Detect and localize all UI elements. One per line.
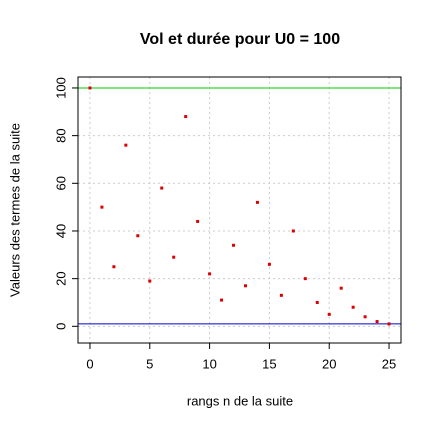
point (267, 262, 271, 266)
point (88, 86, 92, 90)
x-tick-label: 15 (262, 356, 276, 371)
point (243, 284, 247, 288)
chart-title: Vol et durée pour U0 = 100 (140, 31, 340, 48)
y-tick-label: 0 (53, 323, 68, 330)
point (303, 277, 307, 281)
y-axis-label: Valeurs des termes de la suite (7, 123, 22, 297)
point (160, 186, 164, 190)
y-tick-label: 60 (53, 176, 68, 190)
point (291, 229, 295, 233)
point (315, 300, 319, 304)
x-tick-label: 5 (146, 356, 153, 371)
point (100, 205, 104, 209)
point (351, 305, 355, 309)
point (387, 322, 391, 326)
point (255, 200, 259, 204)
y-tick-label: 100 (53, 77, 68, 99)
plot-frame (77, 76, 402, 344)
x-tick-label: 0 (86, 356, 93, 371)
point (208, 272, 212, 276)
y-tick-label: 20 (53, 271, 68, 285)
point (172, 255, 176, 259)
x-tick-label: 25 (382, 356, 396, 371)
x-axis-label: rangs n de la suite (187, 393, 293, 408)
point (279, 293, 283, 297)
x-tick-label: 20 (322, 356, 336, 371)
y-tick-label: 80 (53, 128, 68, 142)
point (124, 143, 128, 147)
point (327, 312, 331, 316)
point (339, 286, 343, 290)
point (136, 234, 140, 238)
point (196, 219, 200, 223)
x-tick-label: 10 (202, 356, 216, 371)
point (112, 265, 116, 269)
y-tick-label: 40 (53, 224, 68, 238)
point (363, 315, 367, 319)
point (375, 320, 379, 324)
point (148, 279, 152, 283)
point (220, 298, 224, 302)
point (232, 243, 236, 247)
point (184, 115, 188, 119)
